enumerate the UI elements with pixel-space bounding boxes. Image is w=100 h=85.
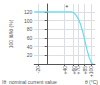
svg-text:Iθ nominal current value: Iθ nominal current value xyxy=(2,79,57,85)
svg-text:+60: +60 xyxy=(70,66,77,75)
svg-text:+40: +40 xyxy=(62,66,68,75)
svg-text:60: 60 xyxy=(27,35,33,41)
svg-text:120: 120 xyxy=(24,9,33,15)
svg-text:+70: +70 xyxy=(75,66,81,75)
svg-text:*: * xyxy=(65,3,68,12)
svg-text:100: 100 xyxy=(24,18,33,24)
svg-text:-20: -20 xyxy=(35,66,41,73)
svg-text:40: 40 xyxy=(27,44,33,50)
svg-text:80: 80 xyxy=(27,26,33,32)
svg-text:+100: +100 xyxy=(88,66,94,77)
svg-text:+85: +85 xyxy=(82,66,88,75)
svg-text:20: 20 xyxy=(27,52,33,58)
svg-text:θ (°C): θ (°C) xyxy=(85,79,98,85)
svg-text:100 Iθ/Iθ (%): 100 Iθ/Iθ (%) xyxy=(8,19,14,48)
